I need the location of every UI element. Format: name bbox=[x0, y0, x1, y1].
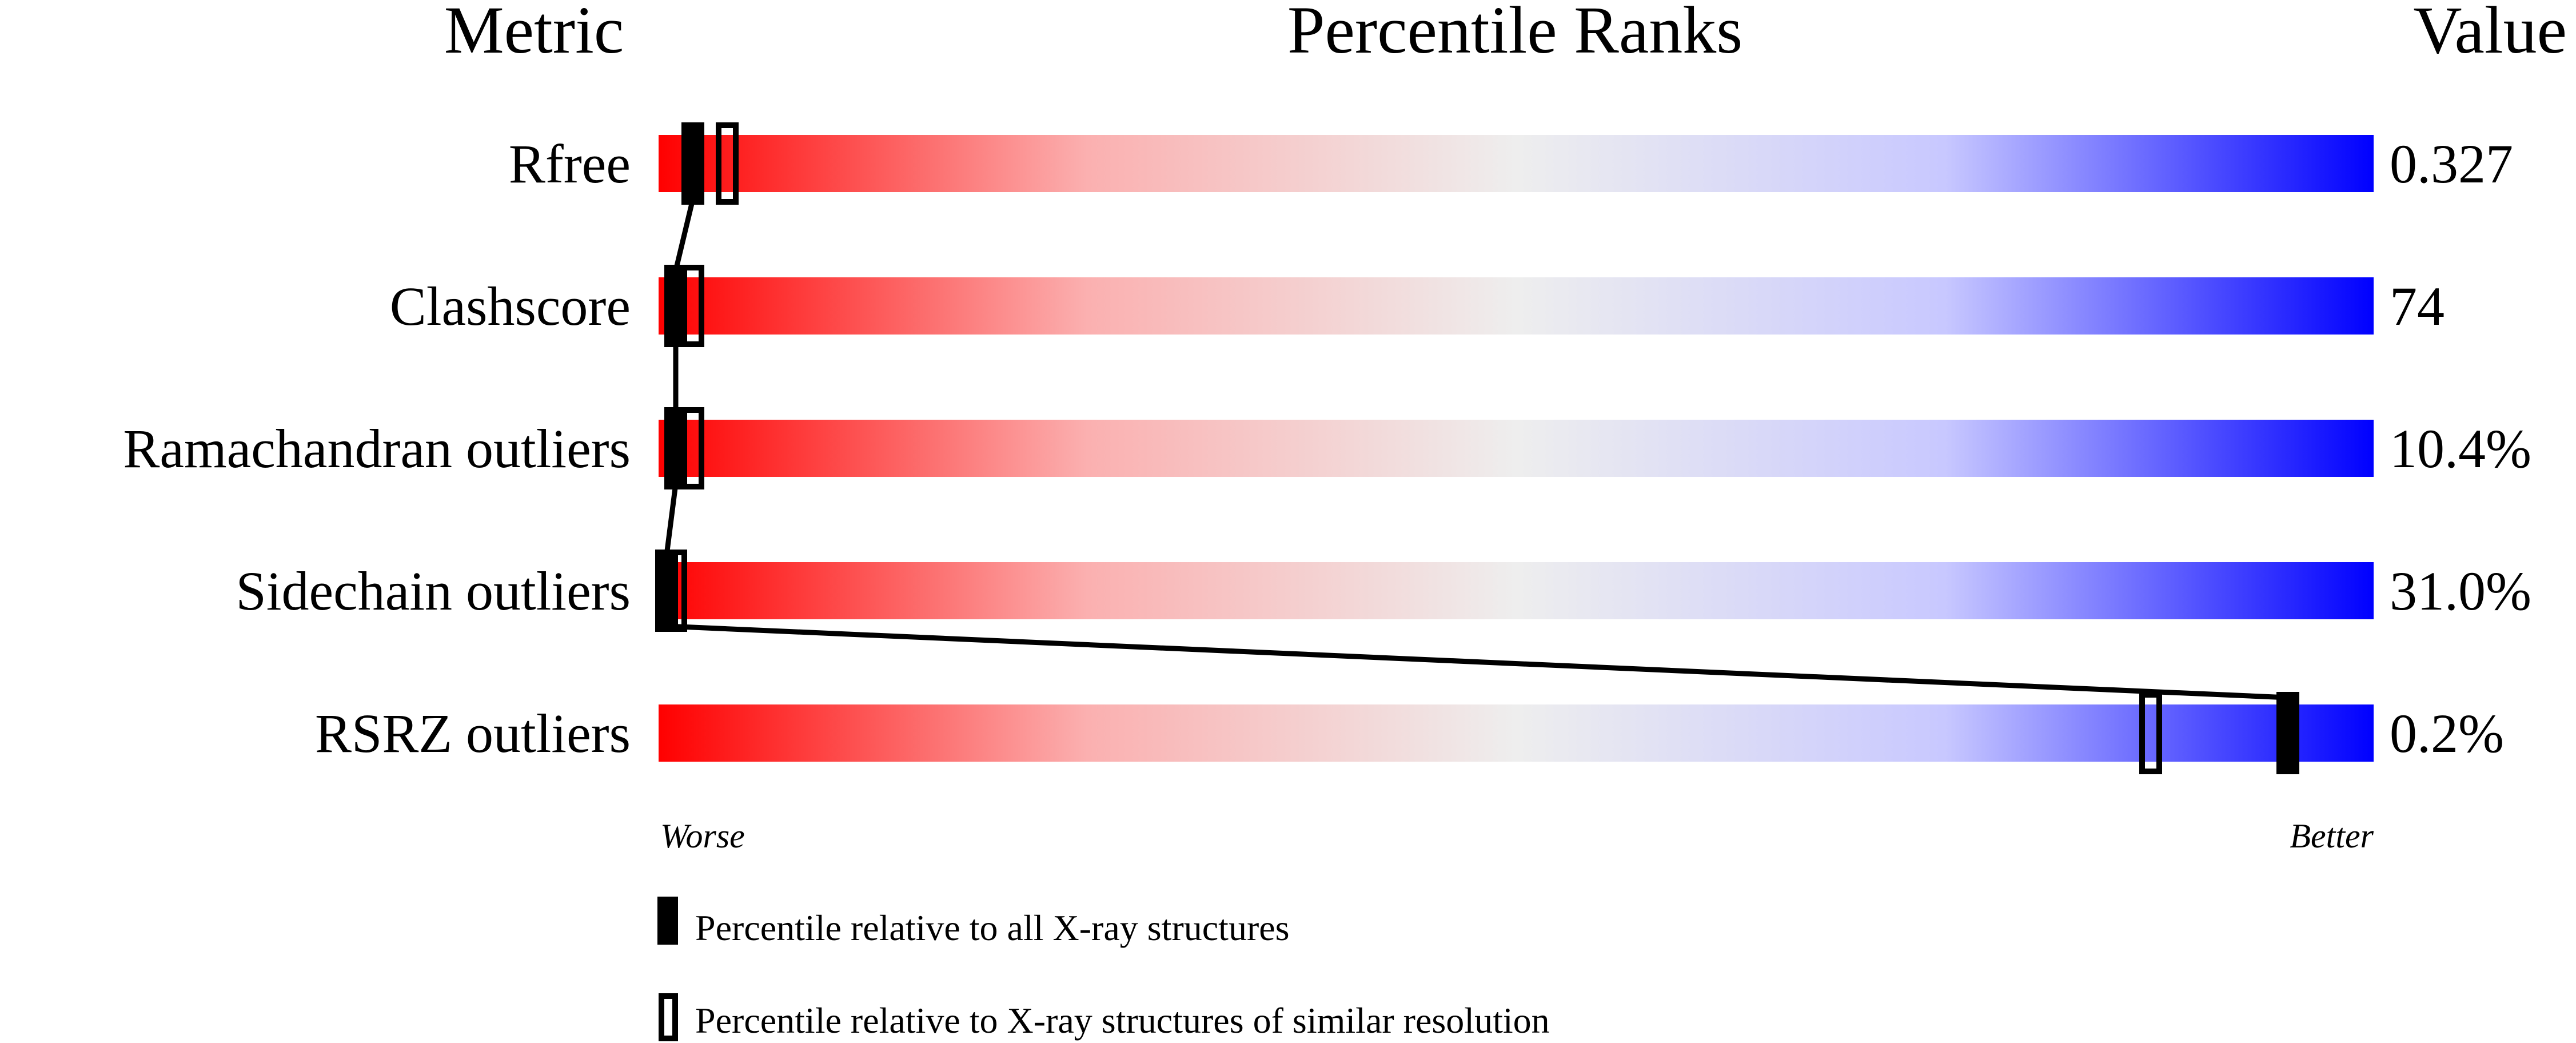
percentile-bar bbox=[659, 704, 2374, 762]
chart-title: Percentile Ranks bbox=[1287, 0, 1742, 67]
percentile-bar bbox=[659, 420, 2374, 477]
legend-hollow-marker bbox=[659, 993, 678, 1041]
legend-filled-marker bbox=[657, 897, 678, 945]
marker-all-structures bbox=[664, 407, 687, 489]
header-value: Value bbox=[2413, 0, 2567, 67]
axis-worse-label: Worse bbox=[660, 817, 745, 855]
marker-all-structures bbox=[664, 265, 687, 347]
percentile-bar bbox=[659, 562, 2374, 619]
metric-label: RSRZ outliers bbox=[315, 703, 631, 764]
marker-all-structures bbox=[2276, 692, 2299, 774]
axis-better-label: Better bbox=[2290, 817, 2374, 855]
metric-value: 31.0% bbox=[2390, 560, 2531, 622]
metric-value: 0.2% bbox=[2390, 703, 2504, 764]
metric-label: Rfree bbox=[509, 133, 631, 194]
legend-label-all: Percentile relative to all X-ray structu… bbox=[695, 907, 1290, 948]
metric-value: 10.4% bbox=[2390, 418, 2531, 479]
metric-label: Sidechain outliers bbox=[236, 560, 631, 622]
marker-similar-resolution bbox=[716, 122, 739, 205]
marker-all-structures bbox=[681, 122, 704, 205]
percentile-bar bbox=[659, 135, 2374, 192]
metric-value: 74 bbox=[2390, 276, 2445, 337]
metric-value: 0.327 bbox=[2390, 133, 2513, 194]
metric-label: Ramachandran outliers bbox=[123, 418, 631, 479]
percentile-bar bbox=[659, 277, 2374, 335]
connector-line bbox=[664, 198, 2288, 700]
header-metric: Metric bbox=[444, 0, 624, 67]
metric-label: Clashscore bbox=[390, 276, 631, 337]
marker-all-structures bbox=[655, 550, 678, 632]
marker-similar-resolution bbox=[2139, 692, 2162, 774]
legend-label-similar: Percentile relative to X-ray structures … bbox=[695, 1000, 1550, 1041]
